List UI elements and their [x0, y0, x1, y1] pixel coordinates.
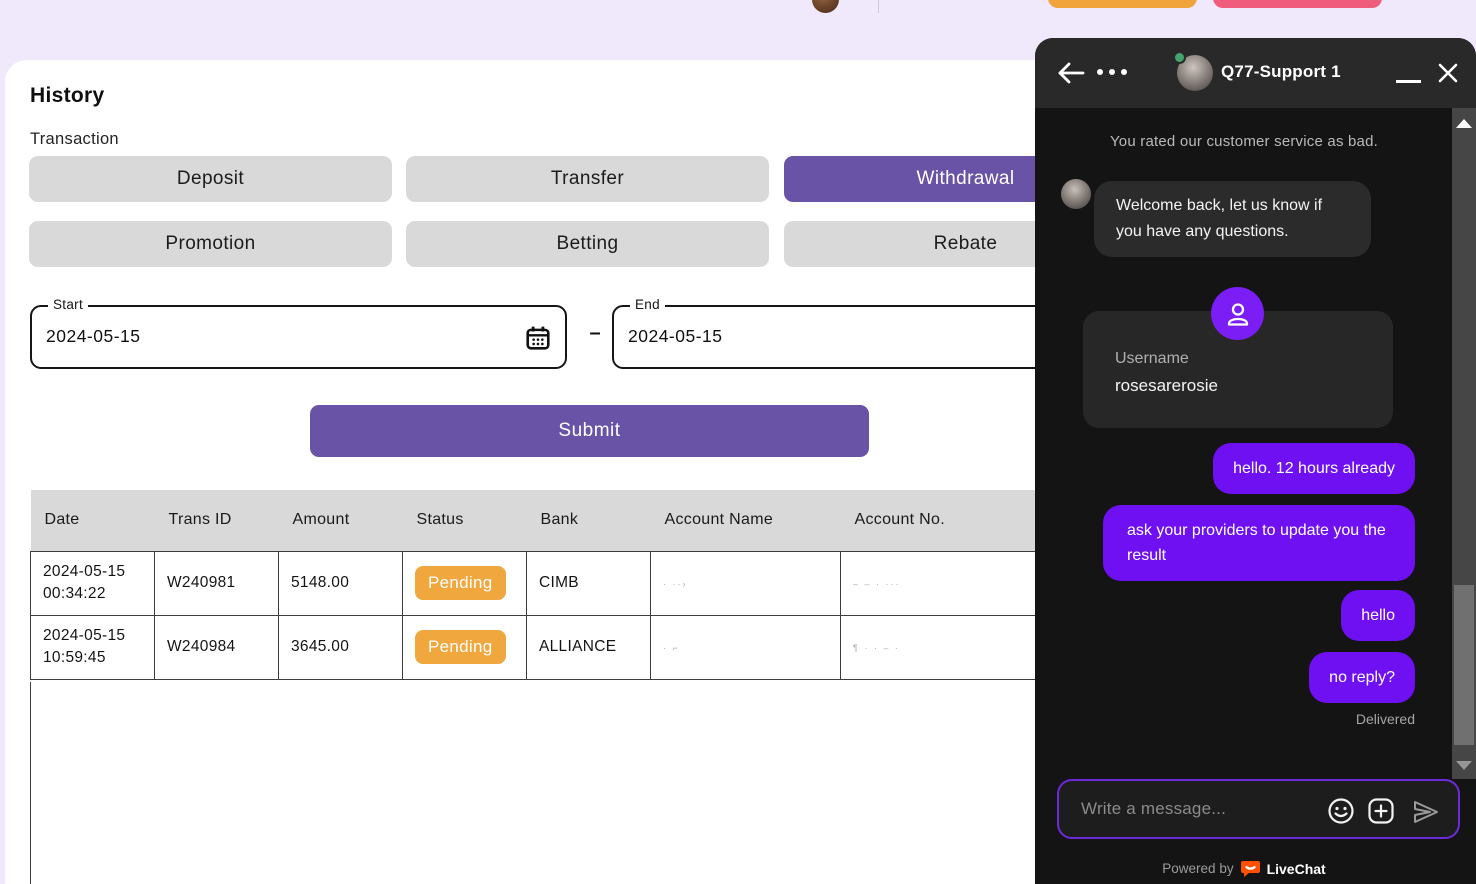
col-trans-id: Trans ID — [154, 490, 279, 551]
message-input[interactable]: Write a message... — [1057, 779, 1460, 839]
col-date: Date — [30, 490, 155, 551]
row-time: 10:59:45 — [43, 649, 106, 666]
visitor-message-bubble: ask your providers to update you the res… — [1103, 505, 1415, 581]
minimize-icon[interactable] — [1396, 80, 1421, 83]
message-input-placeholder: Write a message... — [1081, 799, 1227, 818]
filter-deposit-button[interactable]: Deposit — [29, 156, 392, 202]
date-range-separator: – — [589, 322, 601, 344]
header-divider — [878, 0, 879, 13]
start-date-label: Start — [48, 297, 89, 312]
row-time: 00:34:22 — [43, 585, 106, 602]
back-arrow-icon[interactable] — [1057, 60, 1085, 86]
page-title: History — [30, 84, 105, 107]
row-amount: 3645.00 — [278, 614, 403, 680]
transaction-label: Transaction — [30, 130, 119, 148]
livechat-logo-icon — [1240, 860, 1260, 877]
filter-promotion-button[interactable]: Promotion — [29, 221, 392, 267]
row-amount: 5148.00 — [278, 550, 403, 616]
visitor-message-bubble: no reply? — [1309, 652, 1415, 703]
chat-footer[interactable]: Powered by LiveChat — [1035, 853, 1453, 884]
scrollbar-thumb[interactable] — [1454, 585, 1474, 745]
send-icon[interactable] — [1412, 798, 1440, 826]
chat-title: Q77-Support 1 — [1221, 62, 1341, 81]
close-icon[interactable] — [1437, 62, 1459, 84]
delivery-status: Delivered — [1355, 711, 1415, 727]
row-trans-id: W240981 — [154, 550, 279, 616]
col-account-name: Account Name — [650, 490, 841, 551]
col-bank: Bank — [526, 490, 651, 551]
redacted-account-no: ¶ · · – · — [853, 643, 900, 653]
header-withdraw-button[interactable] — [1213, 0, 1382, 8]
person-icon — [1211, 287, 1264, 340]
start-date-value[interactable]: 2024-05-15 — [46, 326, 141, 346]
visitor-message-bubble: hello. 12 hours already — [1213, 443, 1415, 494]
username-value: rosesarerosie — [1115, 376, 1218, 395]
end-date-value[interactable]: 2024-05-15 — [628, 326, 723, 346]
online-status-dot — [1173, 51, 1186, 64]
submit-button[interactable]: Submit — [310, 405, 869, 457]
row-date: 2024-05-15 — [43, 627, 126, 644]
col-amount: Amount — [278, 490, 403, 551]
header-deposit-button[interactable] — [1048, 0, 1197, 8]
visitor-message-bubble: hello — [1341, 590, 1415, 641]
row-bank: CIMB — [526, 550, 651, 616]
scroll-up-icon[interactable] — [1456, 119, 1472, 128]
emoji-icon[interactable] — [1327, 797, 1355, 825]
filter-betting-button[interactable]: Betting — [406, 221, 769, 267]
powered-by-label: Powered by — [1162, 861, 1234, 876]
redacted-account-no: – – · ··· — [853, 579, 901, 589]
col-status: Status — [402, 490, 527, 551]
calendar-icon[interactable] — [525, 325, 551, 351]
status-badge: Pending — [415, 566, 506, 600]
filter-transfer-button[interactable]: Transfer — [406, 156, 769, 202]
livechat-brand-label: LiveChat — [1266, 860, 1326, 877]
start-date-field[interactable]: Start 2024-05-15 — [30, 297, 567, 369]
row-date: 2024-05-15 — [43, 563, 126, 580]
livechat-widget: Q77-Support 1 You rated our customer ser… — [1035, 38, 1476, 884]
scroll-down-icon[interactable] — [1456, 761, 1472, 770]
row-trans-id: W240984 — [154, 614, 279, 680]
agent-message-avatar — [1061, 179, 1091, 209]
redacted-account-name: · ··› — [663, 579, 688, 589]
username-label: Username — [1115, 350, 1189, 367]
chat-header: Q77-Support 1 — [1035, 38, 1476, 108]
overflow-menu-icon[interactable] — [1097, 69, 1127, 77]
site-header-avatar[interactable] — [812, 0, 839, 13]
status-badge: Pending — [415, 630, 506, 664]
end-date-label: End — [630, 297, 665, 312]
chat-scrollbar[interactable] — [1452, 108, 1476, 779]
redacted-account-name: · ⌐ — [663, 643, 680, 653]
system-message: You rated our customer service as bad. — [1109, 133, 1379, 150]
row-bank: ALLIANCE — [526, 614, 651, 680]
agent-message-bubble: Welcome back, let us know if you have an… — [1094, 181, 1371, 257]
attachment-plus-icon[interactable] — [1367, 797, 1395, 825]
